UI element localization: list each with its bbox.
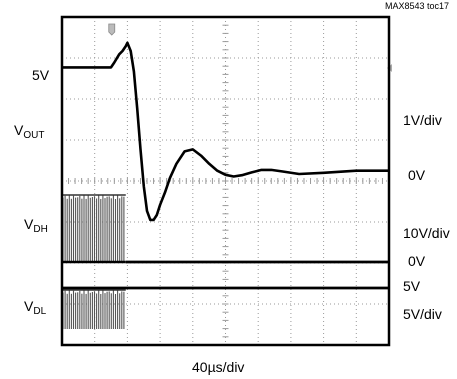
- vdl-scale-label: 5V/div: [403, 306, 442, 322]
- switching-bursts: [62, 194, 126, 329]
- vout-label: VOUT: [14, 122, 44, 144]
- vdh-label-main: V: [24, 216, 34, 232]
- figure-tag: MAX8543 toc17: [384, 1, 449, 11]
- vdh-label: VDH: [24, 216, 48, 238]
- vdh-zero-label: 0V: [408, 253, 426, 269]
- time-scale-label: 40µs/div: [192, 359, 245, 375]
- scope-traces: [62, 41, 389, 290]
- vdh-label-sub: DH: [33, 224, 48, 235]
- trigger-position-marker: [108, 23, 116, 36]
- vout-offset-label: 5V: [32, 67, 50, 83]
- vdl-label-sub: DL: [33, 306, 47, 317]
- scope-markers: [108, 23, 392, 72]
- vdh-scale-label: 10V/div: [403, 225, 450, 241]
- vout-label-main: V: [14, 122, 24, 138]
- vdl-label: VDL: [24, 298, 46, 320]
- vout-zero-label: 0V: [408, 167, 426, 183]
- plot-frame: [60, 15, 391, 347]
- vout-label-sub: OUT: [23, 130, 45, 141]
- vdl-level-label: 5V: [403, 278, 421, 294]
- vout-trace: [62, 41, 389, 222]
- vdl-label-main: V: [24, 298, 34, 314]
- vout-scale-label: 1V/div: [403, 112, 442, 128]
